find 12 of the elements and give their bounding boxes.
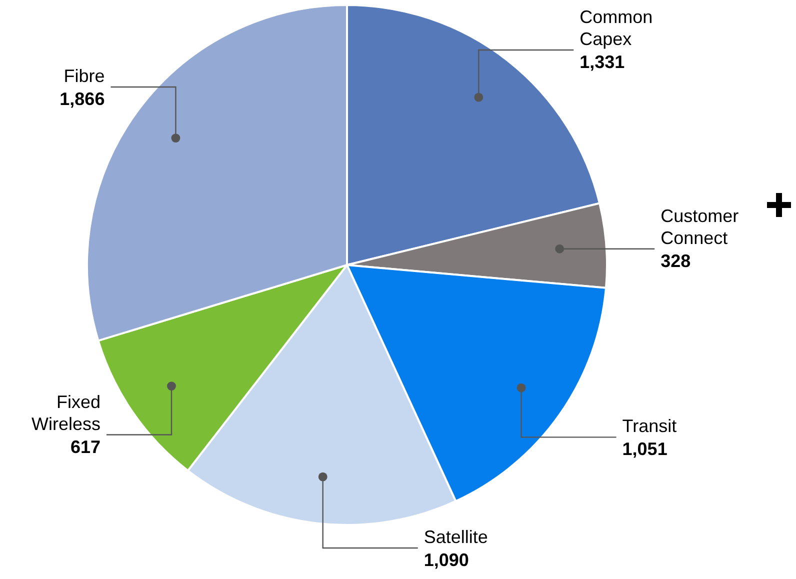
slice-label: Fixed Wireless: [31, 392, 100, 434]
data-label: 1,866: [60, 88, 105, 109]
slice-label: Common Capex: [580, 7, 653, 49]
slice-label: Transit: [622, 416, 677, 436]
slice-label: Satellite: [424, 527, 488, 547]
data-label: 617: [70, 436, 100, 457]
data-label: 1,331: [580, 52, 625, 72]
slice-label: Customer Connect: [660, 206, 739, 248]
slice-label: Fibre: [64, 66, 105, 86]
data-label: 328: [660, 250, 691, 271]
data-label: 1,090: [424, 550, 469, 570]
data-label: 1,051: [622, 439, 668, 460]
